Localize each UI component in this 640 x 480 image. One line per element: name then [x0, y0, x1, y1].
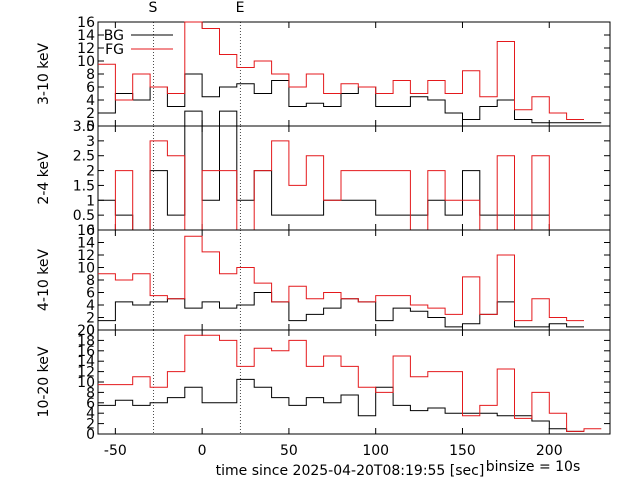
x-axis: -50 0 50 100 150 200 [104, 443, 563, 459]
marker-label-end: E [236, 0, 245, 16]
y-tick-label: 16 [77, 223, 95, 239]
series-bg-line [98, 73, 602, 124]
y-tick-label: 3 [86, 134, 95, 150]
y-tick-label: 2 [86, 164, 95, 180]
panel-frame [97, 329, 611, 435]
y-tick-label: 6 [86, 396, 95, 412]
y-tick-label: 1.5 [73, 178, 95, 194]
y-tick-label: 0 [86, 427, 95, 443]
y-tick-label: 6 [86, 286, 95, 302]
series-bg-line [98, 110, 550, 231]
binsize-label: binsize = 10s [486, 459, 581, 475]
y-tick-label: 10 [77, 375, 95, 391]
series-fg-line [98, 334, 602, 432]
legend-label-bg: BG [104, 28, 124, 44]
y-tick-label: 10 [77, 54, 95, 70]
y-tick-label: 8 [86, 67, 95, 83]
y-tick-label: 4 [86, 93, 95, 109]
series-fg-line [98, 235, 584, 322]
x-tick-label: -50 [104, 443, 127, 459]
marker-label-start: S [149, 0, 158, 16]
y-tick-label: 14 [77, 28, 95, 44]
x-tick-label: 150 [449, 443, 476, 459]
y-tick-label: 18 [77, 333, 95, 349]
y-tick-label: 8 [86, 385, 95, 401]
y-tick-label: 12 [77, 41, 95, 57]
y-tick-label: 12 [77, 365, 95, 381]
y-axis-label: 4-10 keV [36, 249, 52, 311]
panel-frame [97, 21, 611, 127]
x-tick-label: 0 [198, 443, 207, 459]
marker-labels: S E [149, 0, 245, 16]
y-tick-label: 2 [86, 417, 95, 433]
y-tick-label: 2 [86, 311, 95, 327]
y-tick-label: 2 [86, 106, 95, 122]
y-axis-label: 3-10 keV [36, 43, 52, 105]
y-tick-label: 0 [86, 223, 95, 239]
series-bg-line [98, 378, 584, 432]
x-tick-label: 50 [280, 443, 298, 459]
y-axis-label: 2-4 keV [36, 151, 52, 205]
legend-label-fg: FG [105, 42, 124, 58]
y-tick-label: 3.5 [73, 119, 95, 135]
x-tick-label: 100 [362, 443, 389, 459]
y-tick-label: 20 [77, 323, 95, 339]
panel-frame [97, 229, 611, 331]
series-fg-line [98, 140, 567, 231]
y-tick-label: 0 [86, 119, 95, 135]
y-tick-label: 14 [77, 354, 95, 370]
y-tick-label: 2.5 [73, 149, 95, 165]
y-axis-label: 10-20 keV [36, 346, 52, 417]
y-tick-label: 4 [86, 298, 95, 314]
y-tick-label: 0 [86, 323, 95, 339]
x-tick-label: 200 [536, 443, 563, 459]
y-tick-label: 16 [77, 15, 95, 31]
y-tick-label: 12 [77, 248, 95, 264]
y-tick-label: 4 [86, 406, 95, 422]
y-tick-label: 14 [77, 236, 95, 252]
y-tick-label: 8 [86, 273, 95, 289]
y-tick-label: 1 [86, 193, 95, 209]
y-tick-label: 10 [77, 261, 95, 277]
series-fg-line [98, 21, 584, 120]
y-tick-label: 16 [77, 344, 95, 360]
panel-2: 00.511.522.533.52-4 keV [36, 110, 611, 239]
panel-frame [97, 125, 611, 231]
y-tick-label: 0.5 [73, 208, 95, 224]
y-tick-label: 6 [86, 80, 95, 96]
x-axis-label: time since 2025-04-20T08:19:55 [sec] [216, 463, 485, 479]
